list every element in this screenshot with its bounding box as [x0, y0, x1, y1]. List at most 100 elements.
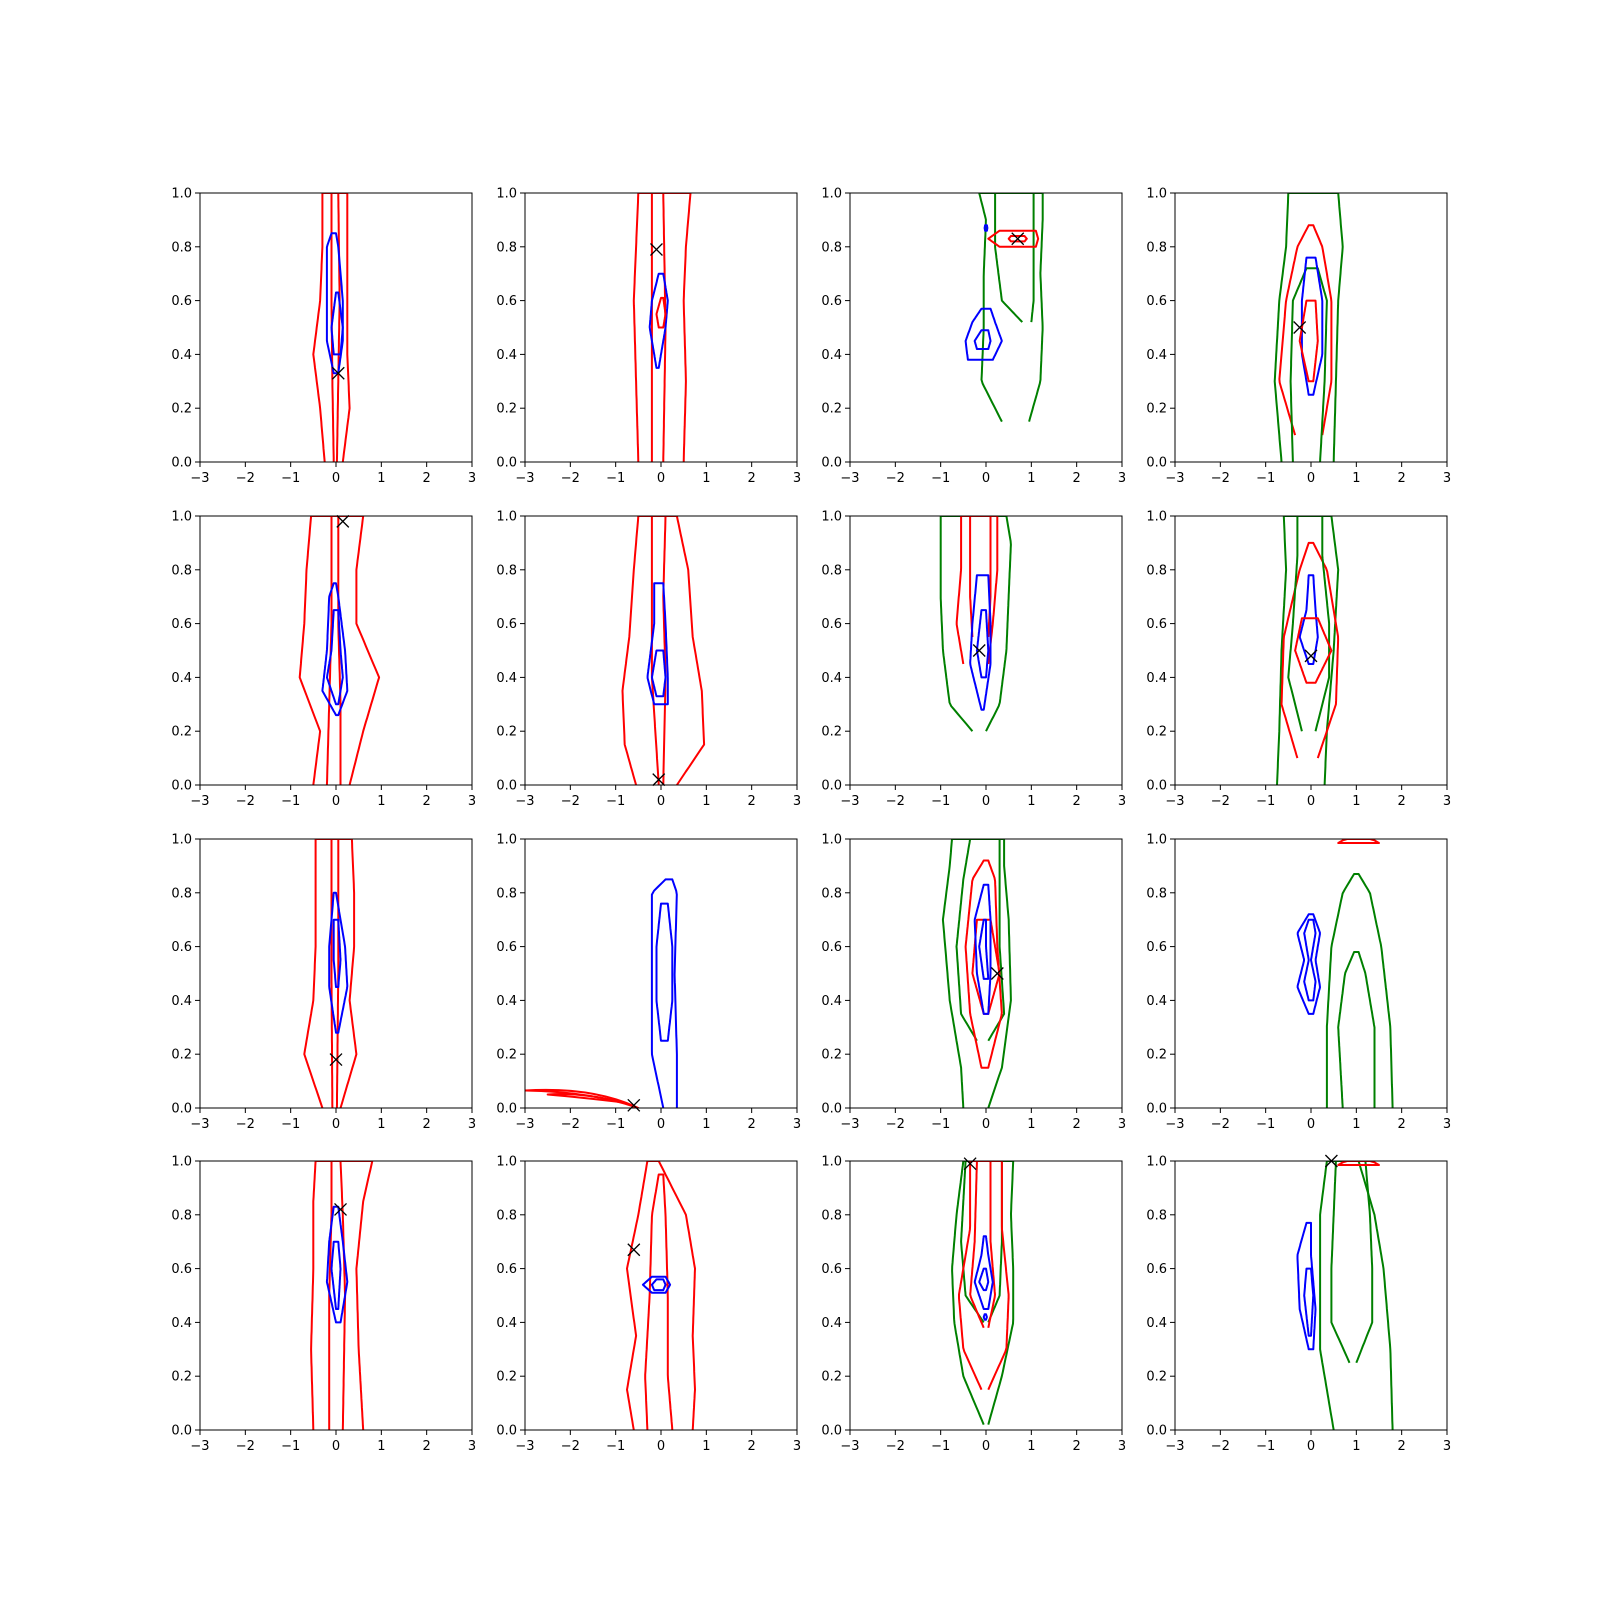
x-tick-label: 1 — [702, 1439, 710, 1454]
axes-frame — [1174, 192, 1448, 463]
x-tick-label: 3 — [468, 794, 476, 809]
y-tick-label: 0.8 — [171, 1208, 192, 1223]
x-tick-label: 3 — [793, 471, 801, 486]
x-marker — [627, 1243, 641, 1257]
x-tick-label: 1 — [1027, 794, 1035, 809]
x-tick-label: 0 — [1307, 1439, 1315, 1454]
x-tick-label: 3 — [1118, 1117, 1126, 1132]
y-tick-label: 0.2 — [496, 1048, 517, 1063]
x-marker — [627, 1098, 641, 1112]
x-tick-label: −1 — [606, 471, 625, 486]
green-contour-1 — [1325, 873, 1394, 1108]
y-tick-label: 0.8 — [171, 886, 192, 901]
x-tick-label: −3 — [840, 1439, 859, 1454]
subplot-1: −3 −2 −1 0 1 2 3 0.0 0.2 0.4 0.6 0.8 1.0 — [171, 187, 476, 487]
x-tick-label: −1 — [606, 794, 625, 809]
x-tick-label: −3 — [515, 1117, 534, 1132]
red-contour-5 — [1294, 617, 1333, 684]
x-tick-label: −3 — [515, 1439, 534, 1454]
blue-contour-6 — [973, 329, 992, 350]
y-tick-label: 0.6 — [171, 1262, 192, 1277]
y-tick-label: 0.8 — [1146, 563, 1167, 578]
x-marker — [1293, 321, 1307, 334]
blue-contour-4 — [1303, 918, 1317, 1002]
axes-frame — [199, 838, 473, 1109]
y-tick-label: 0.0 — [171, 456, 192, 471]
subplot-6: −3 −2 −1 0 1 2 3 0.0 0.2 0.4 0.6 0.8 1.0 — [496, 510, 801, 810]
x-tick-label: −2 — [886, 1117, 905, 1132]
x-tick-label: 0 — [332, 471, 340, 486]
y-tick-label: 0.0 — [171, 779, 192, 794]
x-tick-label: −3 — [1165, 471, 1184, 486]
x-marker — [331, 366, 345, 380]
y-tick-label: 0.0 — [496, 456, 517, 471]
blue-contour-4 — [1298, 574, 1319, 665]
x-tick-label: −2 — [1211, 1439, 1230, 1454]
x-tick-label: −1 — [931, 1117, 950, 1132]
y-tick-label: 0.2 — [821, 1370, 842, 1385]
y-tick-label: 1.0 — [821, 1155, 842, 1170]
plot-area — [303, 839, 358, 1108]
x-tick-label: −3 — [1165, 1439, 1184, 1454]
x-tick-label: −1 — [606, 1439, 625, 1454]
x-tick-label: −1 — [1256, 1439, 1275, 1454]
blue-contour-5 — [973, 1235, 994, 1310]
x-tick-label: 3 — [1443, 794, 1451, 809]
x-marker — [1304, 649, 1318, 663]
subplot-7: −3 −2 −1 0 1 2 3 0.0 0.2 0.4 0.6 0.8 1.0 — [821, 510, 1126, 810]
y-tick-label: 0.6 — [496, 1262, 517, 1277]
plot-area — [964, 193, 1044, 423]
green-contour-2 — [1330, 1161, 1374, 1364]
red-contour-3 — [525, 1088, 640, 1108]
y-tick-label: 0.2 — [171, 1048, 192, 1063]
red-contour-2 — [644, 1173, 674, 1430]
y-tick-label: 0.6 — [496, 294, 517, 309]
x-tick-label: −1 — [281, 1117, 300, 1132]
y-tick-label: 0.8 — [496, 886, 517, 901]
x-tick-label: 2 — [748, 1439, 756, 1454]
x-tick-label: −1 — [1256, 471, 1275, 486]
x-tick-label: 2 — [748, 471, 756, 486]
x-tick-label: 0 — [982, 1117, 990, 1132]
blue-contour-4 — [651, 649, 667, 698]
plot-area — [1296, 1161, 1394, 1430]
x-tick-label: 0 — [332, 794, 340, 809]
x-tick-label: 0 — [1307, 1117, 1315, 1132]
y-tick-label: 0.2 — [821, 725, 842, 740]
red-contour-2 — [1280, 541, 1340, 759]
x-tick-label: −2 — [1211, 794, 1230, 809]
blue-contour-7 — [983, 224, 989, 232]
x-tick-label: −2 — [886, 794, 905, 809]
x-tick-label: 1 — [1352, 1439, 1360, 1454]
x-tick-label: 2 — [423, 471, 431, 486]
green-contour-2 — [955, 839, 1006, 1042]
x-tick-label: 3 — [793, 1439, 801, 1454]
axes-frame — [1174, 515, 1448, 786]
x-tick-label: −2 — [1211, 1117, 1230, 1132]
x-tick-label: 3 — [1443, 1439, 1451, 1454]
y-tick-label: 0.8 — [821, 886, 842, 901]
x-tick-label: −2 — [561, 1117, 580, 1132]
subplot-11: −3 −2 −1 0 1 2 3 0.0 0.2 0.4 0.6 0.8 1.0 — [821, 833, 1126, 1133]
y-tick-label: 0.0 — [821, 1424, 842, 1439]
x-tick-label: −2 — [236, 1117, 255, 1132]
red-contour-2 — [650, 516, 667, 785]
plot-area — [310, 1161, 374, 1430]
red-contour-5 — [1298, 299, 1319, 383]
y-tick-label: 0.6 — [1146, 294, 1167, 309]
y-tick-label: 0.8 — [496, 563, 517, 578]
x-tick-label: 3 — [468, 471, 476, 486]
blue-contour-4 — [969, 574, 992, 711]
x-tick-label: 3 — [468, 1439, 476, 1454]
y-tick-label: 0.4 — [171, 1316, 192, 1331]
blue-contour-4 — [330, 1240, 342, 1310]
y-tick-label: 0.2 — [171, 725, 192, 740]
y-tick-label: 0.6 — [821, 940, 842, 955]
red-contour-2 — [330, 839, 340, 1108]
plot-area — [525, 878, 678, 1108]
x-tick-label: −2 — [561, 471, 580, 486]
x-tick-label: 1 — [377, 794, 385, 809]
plot-area — [1273, 193, 1344, 462]
x-tick-label: 2 — [423, 1117, 431, 1132]
plot-area — [298, 516, 381, 785]
